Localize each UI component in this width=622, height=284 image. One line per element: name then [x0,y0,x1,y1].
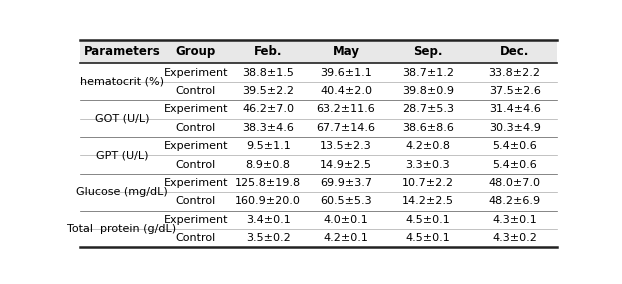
Text: GPT (U/L): GPT (U/L) [96,150,148,160]
Text: 4.5±0.1: 4.5±0.1 [406,233,450,243]
Text: 4.2±0.1: 4.2±0.1 [323,233,368,243]
Text: 4.2±0.8: 4.2±0.8 [406,141,450,151]
Text: Experiment: Experiment [164,215,228,225]
Text: Total  protein (g/dL): Total protein (g/dL) [67,224,177,234]
Text: 38.7±1.2: 38.7±1.2 [402,68,454,78]
Text: 8.9±0.8: 8.9±0.8 [246,160,290,170]
Text: Experiment: Experiment [164,68,228,78]
Text: 31.4±4.6: 31.4±4.6 [489,105,541,114]
Text: 40.4±2.0: 40.4±2.0 [320,86,372,96]
Text: 39.5±2.2: 39.5±2.2 [242,86,294,96]
Text: 125.8±19.8: 125.8±19.8 [235,178,301,188]
Text: 48.2±6.9: 48.2±6.9 [489,196,541,206]
Text: GOT (U/L): GOT (U/L) [95,114,149,124]
Text: Control: Control [176,160,216,170]
Text: Control: Control [176,86,216,96]
Text: Experiment: Experiment [164,105,228,114]
Text: 39.8±0.9: 39.8±0.9 [402,86,454,96]
Text: 3.3±0.3: 3.3±0.3 [406,160,450,170]
Text: 3.5±0.2: 3.5±0.2 [246,233,290,243]
Text: 4.3±0.1: 4.3±0.1 [492,215,537,225]
Text: 14.2±2.5: 14.2±2.5 [402,196,454,206]
Text: 60.5±5.3: 60.5±5.3 [320,196,372,206]
Text: 33.8±2.2: 33.8±2.2 [489,68,541,78]
Text: 48.0±7.0: 48.0±7.0 [489,178,541,188]
Text: Glucose (mg/dL): Glucose (mg/dL) [76,187,168,197]
Text: 38.3±4.6: 38.3±4.6 [242,123,294,133]
Text: Experiment: Experiment [164,178,228,188]
Text: 39.6±1.1: 39.6±1.1 [320,68,372,78]
Text: Sep.: Sep. [413,45,443,58]
Text: 63.2±11.6: 63.2±11.6 [317,105,375,114]
Text: 160.9±20.0: 160.9±20.0 [235,196,301,206]
Text: 28.7±5.3: 28.7±5.3 [402,105,454,114]
Text: Group: Group [176,45,216,58]
Text: Control: Control [176,123,216,133]
Text: Experiment: Experiment [164,141,228,151]
Text: 69.9±3.7: 69.9±3.7 [320,178,372,188]
Text: Parameters: Parameters [83,45,160,58]
Text: Dec.: Dec. [500,45,529,58]
Text: Feb.: Feb. [254,45,282,58]
Text: hematocrit (%): hematocrit (%) [80,77,164,87]
Text: 10.7±2.2: 10.7±2.2 [402,178,454,188]
Text: 14.9±2.5: 14.9±2.5 [320,160,372,170]
Text: 37.5±2.6: 37.5±2.6 [489,86,541,96]
Text: 4.3±0.2: 4.3±0.2 [492,233,537,243]
Text: 3.4±0.1: 3.4±0.1 [246,215,290,225]
FancyBboxPatch shape [80,39,557,63]
Text: 38.6±8.6: 38.6±8.6 [402,123,454,133]
Text: 67.7±14.6: 67.7±14.6 [317,123,376,133]
Text: 4.5±0.1: 4.5±0.1 [406,215,450,225]
Text: 46.2±7.0: 46.2±7.0 [242,105,294,114]
Text: 5.4±0.6: 5.4±0.6 [492,160,537,170]
Text: Control: Control [176,233,216,243]
Text: 13.5±2.3: 13.5±2.3 [320,141,372,151]
Text: 5.4±0.6: 5.4±0.6 [492,141,537,151]
Text: Control: Control [176,196,216,206]
Text: May: May [333,45,360,58]
Text: 4.0±0.1: 4.0±0.1 [323,215,368,225]
Text: 38.8±1.5: 38.8±1.5 [242,68,294,78]
Text: 9.5±1.1: 9.5±1.1 [246,141,290,151]
Text: 30.3±4.9: 30.3±4.9 [489,123,541,133]
